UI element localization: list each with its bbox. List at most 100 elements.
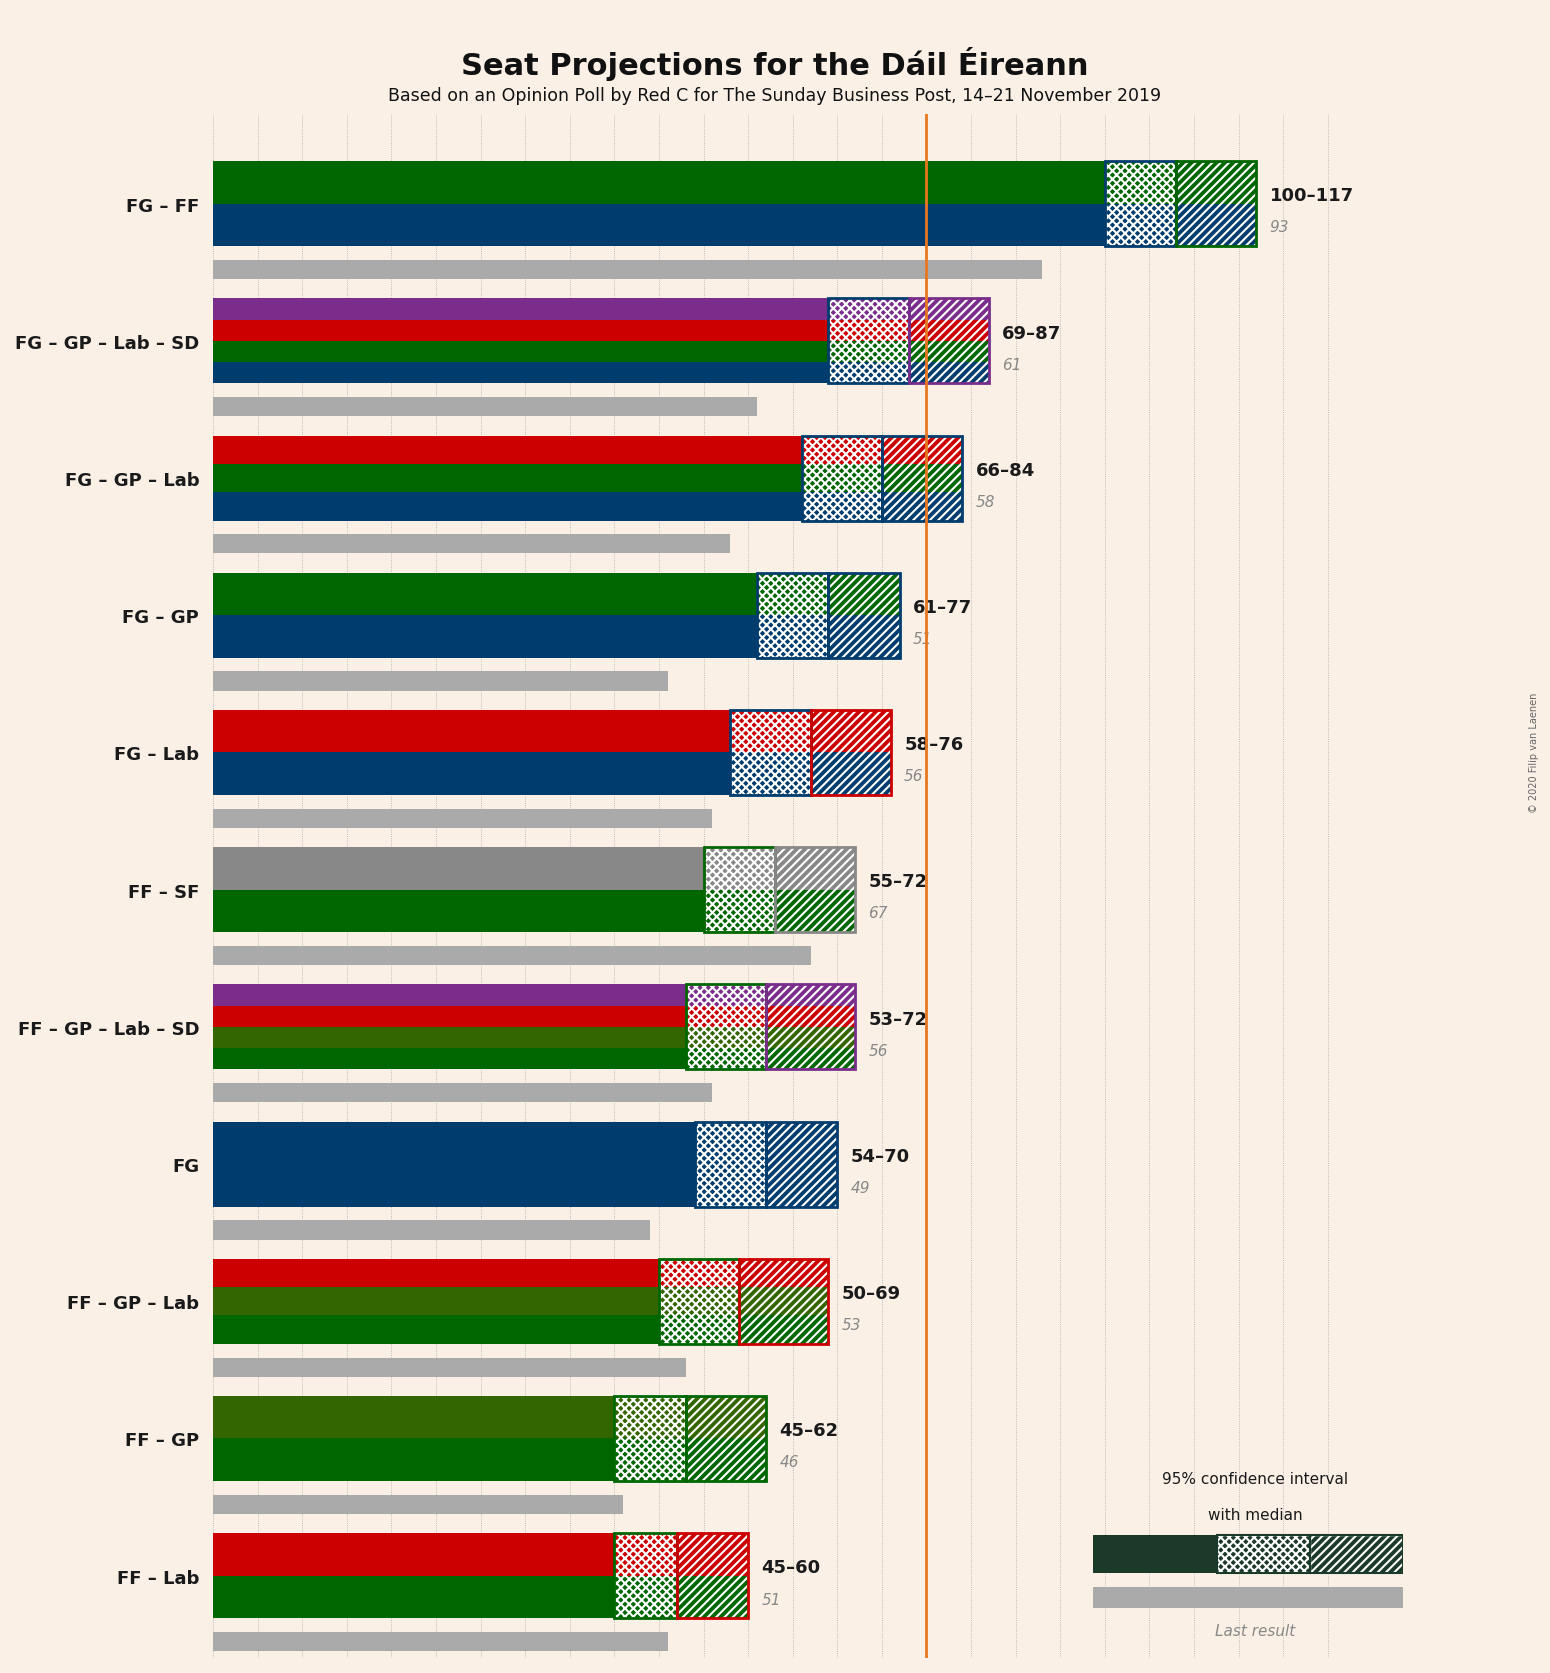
Text: 45–62: 45–62 [780,1422,839,1439]
Bar [214,985,685,1005]
Bar [214,574,756,616]
Bar [1176,162,1257,204]
Bar [677,1532,749,1618]
Bar [214,437,801,465]
Bar [766,1123,837,1206]
Bar [614,1532,677,1618]
Bar [214,1287,659,1315]
Bar [1176,162,1257,248]
Bar [811,711,891,753]
Text: 58: 58 [975,495,995,510]
Bar [694,1123,766,1206]
Text: 56: 56 [868,1042,888,1057]
Bar [214,204,1105,248]
Bar [214,1084,713,1103]
Bar [685,1005,766,1027]
Bar [214,465,801,494]
Bar [214,1005,685,1027]
Bar [766,985,856,1005]
Bar [704,848,775,932]
Bar [811,711,891,795]
Bar [730,711,811,795]
Bar [685,1395,766,1481]
Bar [614,1532,677,1576]
Bar [828,574,899,659]
Bar [766,1049,856,1069]
Bar [828,320,908,341]
Bar [214,320,828,341]
Text: 53–72: 53–72 [868,1010,927,1027]
Bar [739,1315,828,1343]
Bar [756,616,828,659]
Bar [1105,162,1176,248]
Bar [1310,1536,1403,1573]
Bar [214,363,828,385]
Bar [704,890,775,932]
Text: 45–60: 45–60 [761,1559,820,1576]
Bar [828,299,908,385]
Bar [214,1027,685,1049]
Bar [811,753,891,795]
Bar [828,341,908,363]
Bar [685,985,766,1069]
Bar [882,465,963,494]
Bar [659,1287,739,1315]
Bar [908,363,989,385]
Bar [214,616,756,659]
Bar [756,574,828,659]
Bar [1217,1536,1310,1573]
Bar [214,848,704,890]
Bar [214,810,713,828]
Bar [801,465,882,494]
Bar [214,1123,694,1206]
Bar [730,753,811,795]
Bar [730,711,811,795]
Bar [908,299,989,385]
Bar [766,1027,856,1049]
Bar [1310,1536,1403,1573]
Bar [1176,204,1257,248]
Bar [214,711,730,753]
Text: with median: with median [1207,1507,1304,1522]
Bar [704,848,775,890]
Bar [214,1315,659,1343]
Bar [614,1395,685,1439]
Text: Last result: Last result [1215,1623,1296,1638]
Bar [214,535,730,554]
Bar [214,1221,649,1240]
Bar [730,711,811,753]
Bar [775,848,856,932]
Bar [677,1576,749,1618]
Bar [828,299,908,320]
Bar [908,320,989,341]
Bar [766,985,856,1069]
Bar [614,1395,685,1481]
Bar [1176,162,1257,248]
Bar [828,574,899,659]
Bar [614,1439,685,1481]
Bar [766,1005,856,1027]
Bar [1093,1588,1403,1608]
Bar [828,574,899,616]
Text: 56: 56 [904,770,924,785]
Bar [214,341,828,363]
Bar [1105,162,1176,248]
Bar [766,985,856,1069]
Bar [214,673,668,691]
Bar [214,1439,614,1481]
Text: 93: 93 [1269,221,1290,236]
Bar [811,711,891,795]
Bar [659,1315,739,1343]
Bar [756,574,828,659]
Text: 100–117: 100–117 [1269,187,1353,206]
Bar [775,848,856,932]
Bar [614,1395,685,1481]
Bar [756,574,828,616]
Bar [828,616,899,659]
Text: 95% confidence interval: 95% confidence interval [1162,1471,1348,1486]
Text: Seat Projections for the Dáil Éireann: Seat Projections for the Dáil Éireann [462,47,1088,80]
Bar [739,1260,828,1343]
Bar [1105,162,1176,204]
Bar [214,1260,659,1287]
Bar [766,1123,837,1206]
